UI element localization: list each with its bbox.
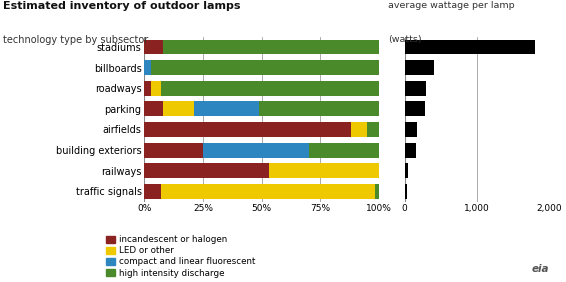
- Bar: [405, 39, 534, 54]
- Bar: [144, 81, 151, 96]
- Bar: [144, 184, 161, 199]
- Bar: [405, 184, 407, 199]
- Text: average wattage per lamp: average wattage per lamp: [388, 1, 514, 10]
- Bar: [151, 60, 379, 75]
- Bar: [405, 122, 417, 137]
- Bar: [405, 60, 434, 75]
- Bar: [163, 102, 194, 116]
- Bar: [161, 184, 375, 199]
- Bar: [405, 163, 408, 178]
- Legend: incandescent or halogen, LED or other, compact and linear fluorescent, high inte: incandescent or halogen, LED or other, c…: [106, 235, 256, 277]
- Bar: [144, 143, 203, 158]
- Text: eia: eia: [531, 264, 549, 274]
- Bar: [367, 122, 379, 137]
- Bar: [144, 163, 269, 178]
- Bar: [144, 60, 151, 75]
- Bar: [163, 39, 379, 54]
- Bar: [203, 143, 309, 158]
- Bar: [144, 39, 163, 54]
- Bar: [144, 122, 351, 137]
- Bar: [161, 81, 379, 96]
- Bar: [269, 163, 379, 178]
- Bar: [351, 122, 367, 137]
- Bar: [405, 102, 425, 116]
- Text: technology type by subsector: technology type by subsector: [3, 35, 148, 45]
- Bar: [259, 102, 379, 116]
- Bar: [144, 102, 163, 116]
- Text: Estimated inventory of outdoor lamps: Estimated inventory of outdoor lamps: [3, 1, 241, 11]
- Bar: [309, 143, 379, 158]
- Bar: [194, 102, 259, 116]
- Bar: [375, 184, 379, 199]
- Bar: [151, 81, 161, 96]
- Bar: [405, 143, 415, 158]
- Text: (watts): (watts): [388, 35, 421, 44]
- Bar: [405, 81, 426, 96]
